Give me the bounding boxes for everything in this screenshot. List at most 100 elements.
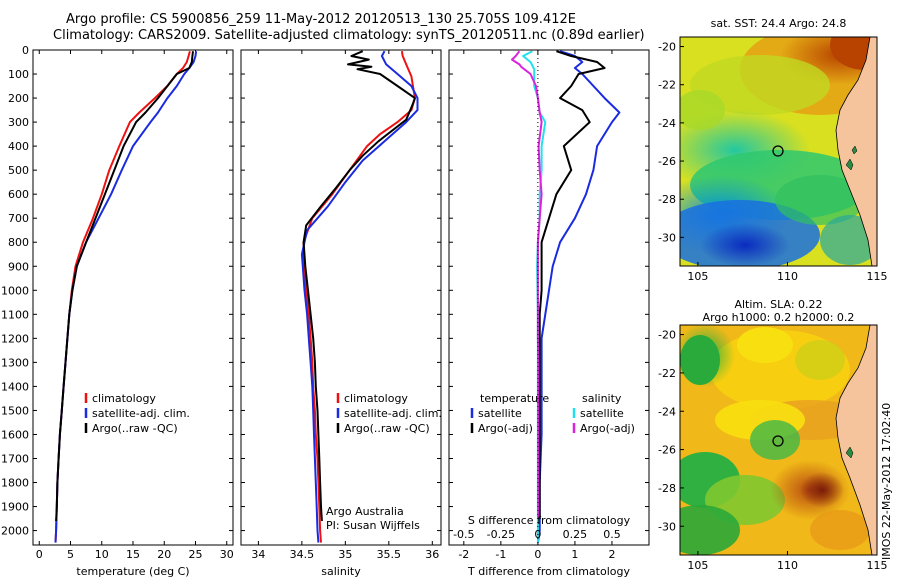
map-axes: 105 110 115 -20 -22 -24 -26 -28 -30 sat. SST: 24.…	[658, 17, 887, 572]
map-x-tick-label: 110	[777, 270, 798, 283]
map-x-tick-label: 115	[867, 270, 888, 283]
map-y-tick-label: -26	[658, 155, 676, 168]
depth-tick-label: 1100	[1, 308, 29, 321]
depth-tick-label: 600	[8, 188, 29, 201]
map-y-tick-label: -30	[658, 520, 676, 533]
depth-tick-label: 800	[8, 236, 29, 249]
x-axis-label: salinity	[321, 565, 361, 578]
depth-axis: 0 100 200 300 400 500 600 700 800 900 1000 1100 1200…	[1, 44, 649, 538]
series-line	[54, 51, 198, 543]
salinity-diff-tick-label: 0.25	[563, 528, 588, 541]
map-subtitle: Argo h1000: 0.2 h2000: 0.2	[703, 311, 855, 324]
legend-label: satellite-adj. clim.	[344, 407, 442, 420]
x-tick-label: 34.5	[290, 548, 315, 561]
map-y-tick-label: -28	[658, 482, 676, 495]
x-tick-label: 34	[251, 548, 265, 561]
depth-tick-label: 1800	[1, 477, 29, 490]
depth-tick-label: 1300	[1, 356, 29, 369]
depth-tick-label: 1600	[1, 428, 29, 441]
sla-profile-marker	[772, 435, 784, 447]
depth-tick-label: 1700	[1, 452, 29, 465]
legend-label: Argo(..raw -QC)	[92, 422, 178, 435]
x-tick-label: 1	[571, 548, 578, 561]
sst-map-frame	[679, 36, 878, 267]
salinity-diff-axis-label: S difference from climatology	[468, 514, 631, 527]
x-tick-label: 2	[608, 548, 615, 561]
sst-profile-marker	[772, 145, 784, 157]
depth-tick-label: 100	[8, 68, 29, 81]
sla-map-frame	[679, 324, 878, 556]
series-line	[538, 50, 606, 519]
map-x-tick-label: 115	[867, 559, 888, 572]
x-tick-label: 0	[36, 548, 43, 561]
salinity-diff-tick-label: -0.25	[487, 528, 515, 541]
difference-panel-frame	[448, 49, 650, 546]
sla-map	[680, 325, 877, 555]
series-line	[302, 50, 416, 522]
depth-tick-label: 1200	[1, 332, 29, 345]
map-y-tick-label: -30	[658, 231, 676, 244]
salinity-diff-tick-label: -0.5	[453, 528, 474, 541]
map-y-tick-label: -22	[658, 79, 676, 92]
chart-annotation: Argo Australia	[326, 505, 404, 518]
x-axis-label: T difference from climatology	[467, 565, 630, 578]
page-subtitle: Climatology: CARS2009. Satellite-adjuste…	[53, 28, 645, 43]
x-tick-label: 25	[189, 548, 203, 561]
depth-tick-label: 500	[8, 164, 29, 177]
sst-map	[680, 37, 877, 266]
depth-tick-label: 1500	[1, 404, 29, 417]
map-y-tick-label: -26	[658, 444, 676, 457]
x-tick-label: 20	[157, 548, 171, 561]
map-x-tick-label: 105	[687, 559, 708, 572]
legend-label: climatology	[344, 392, 408, 405]
map-y-tick-label: -20	[658, 329, 676, 342]
x-tick-label: -1	[495, 548, 506, 561]
map-y-tick-label: -24	[658, 405, 676, 418]
x-tick-label: -2	[458, 548, 469, 561]
x-axis-label: temperature (deg C)	[76, 565, 189, 578]
depth-tick-label: 2000	[1, 525, 29, 538]
depth-tick-label: 900	[8, 260, 29, 273]
map-title: sat. SST: 24.4 Argo: 24.8	[711, 17, 847, 30]
x-tick-label: 36	[425, 548, 439, 561]
map-y-tick-label: -20	[658, 41, 676, 54]
series-line	[54, 50, 191, 543]
depth-tick-label: 1400	[1, 380, 29, 393]
legend-label: Argo(-adj)	[478, 422, 533, 435]
depth-tick-label: 700	[8, 212, 29, 225]
legend-label: satellite	[478, 407, 522, 420]
series-line	[536, 50, 621, 543]
x-tick-label: 30	[220, 548, 234, 561]
depth-tick-label: 200	[8, 92, 29, 105]
map-y-tick-label: -22	[658, 367, 676, 380]
salinity-diff-tick-label: 0.5	[603, 528, 621, 541]
map-title: Altim. SLA: 0.22	[734, 298, 822, 311]
depth-tick-label: 1900	[1, 501, 29, 514]
legend-heading: temperature	[480, 392, 549, 405]
temperature-chart: 0 5 10 15 20 25 30 temperature (deg C) climatolo…	[36, 50, 234, 578]
depth-tick-label: 400	[8, 140, 29, 153]
legend-label: climatology	[92, 392, 156, 405]
depth-tick-label: 0	[22, 44, 29, 57]
depth-tick-label: 1000	[1, 284, 29, 297]
chart-annotation: PI: Susan Wijffels	[326, 519, 420, 532]
legend-label: Argo(..raw -QC)	[344, 422, 430, 435]
temperature-panel-frame	[32, 49, 234, 546]
difference-chart: -2 -1 0 1 2 T difference from climatology -0.5…	[453, 50, 635, 578]
series-line	[55, 51, 194, 522]
map-x-tick-label: 105	[687, 270, 708, 283]
map-x-tick-label: 110	[777, 559, 798, 572]
salinity-diff-tick-label: 0	[534, 528, 541, 541]
x-tick-label: 15	[126, 548, 140, 561]
x-tick-label: 35.5	[377, 548, 402, 561]
legend-label: satellite-adj. clim.	[92, 407, 190, 420]
x-tick-label: 0	[534, 548, 541, 561]
legend-heading: salinity	[582, 392, 622, 405]
map-y-tick-label: -24	[658, 117, 676, 130]
x-tick-label: 35	[338, 548, 352, 561]
salinity-chart: 34 34.5 35 35.5 36 salinity climatology satelli…	[251, 50, 442, 578]
salinity-panel-frame	[240, 49, 442, 546]
page-title: Argo profile: CS 5900856_259 11-May-2012…	[66, 12, 576, 27]
legend-label: Argo(-adj)	[580, 422, 635, 435]
